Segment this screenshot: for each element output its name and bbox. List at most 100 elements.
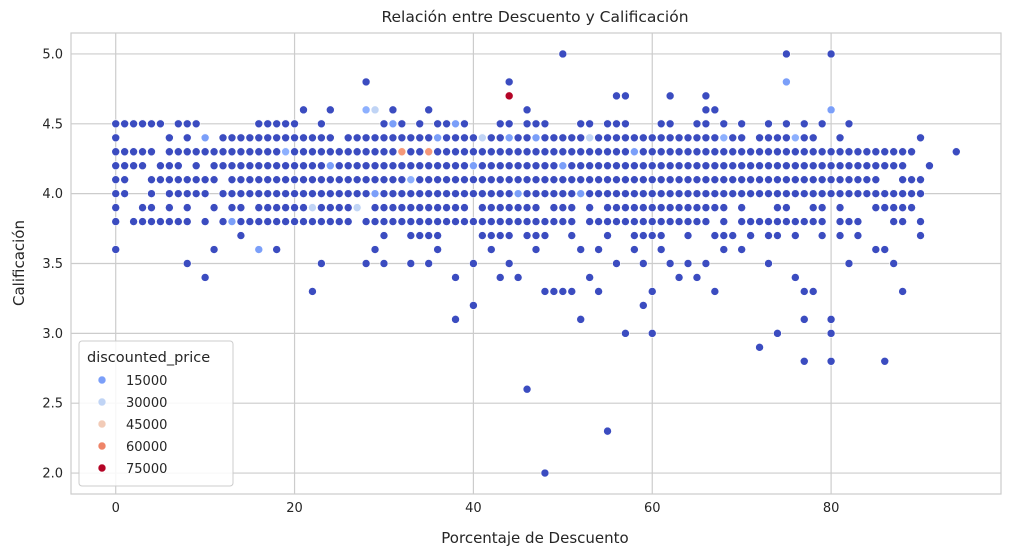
data-point bbox=[379, 217, 389, 226]
x-tick-label: 0 bbox=[112, 501, 120, 516]
y-tick-label: 4.0 bbox=[42, 187, 63, 202]
data-point bbox=[460, 119, 469, 129]
data-point bbox=[621, 217, 630, 226]
data-point bbox=[370, 147, 380, 157]
data-point-highlight bbox=[388, 119, 398, 129]
data-point bbox=[773, 329, 782, 338]
data-point bbox=[388, 133, 398, 143]
data-point bbox=[352, 133, 362, 143]
data-point bbox=[522, 133, 532, 143]
data-point bbox=[406, 189, 416, 198]
data-point bbox=[299, 105, 308, 115]
data-point bbox=[343, 147, 353, 157]
data-point bbox=[674, 217, 684, 226]
data-point bbox=[442, 147, 451, 157]
data-point bbox=[808, 133, 818, 143]
data-point bbox=[585, 175, 594, 184]
data-point bbox=[317, 147, 326, 157]
data-point bbox=[710, 189, 720, 198]
data-point bbox=[442, 203, 451, 212]
data-point bbox=[782, 133, 791, 143]
data-point bbox=[433, 203, 442, 212]
legend-marker bbox=[97, 419, 107, 429]
data-point-highlight bbox=[451, 119, 460, 129]
data-point bbox=[227, 203, 237, 212]
data-point bbox=[263, 147, 273, 157]
data-point bbox=[370, 133, 380, 143]
data-point-highlight bbox=[352, 203, 362, 212]
data-point bbox=[531, 203, 541, 212]
data-point-highlight bbox=[469, 161, 478, 171]
data-point bbox=[379, 203, 389, 212]
data-point bbox=[326, 175, 335, 184]
data-point bbox=[746, 217, 755, 226]
data-point bbox=[737, 203, 746, 212]
data-point bbox=[898, 217, 907, 226]
data-point bbox=[567, 175, 577, 184]
data-point bbox=[585, 189, 594, 198]
data-point bbox=[701, 147, 711, 157]
data-point bbox=[245, 147, 255, 157]
data-point bbox=[478, 147, 487, 157]
data-point bbox=[504, 217, 514, 226]
data-point bbox=[478, 217, 487, 226]
data-point bbox=[424, 231, 433, 240]
data-point bbox=[549, 147, 559, 157]
data-point bbox=[647, 287, 657, 296]
data-point bbox=[317, 175, 326, 184]
data-point bbox=[549, 133, 559, 143]
data-point bbox=[486, 245, 496, 254]
data-point bbox=[808, 287, 818, 296]
data-point bbox=[808, 147, 818, 157]
data-point bbox=[782, 189, 791, 198]
data-point bbox=[397, 217, 407, 226]
data-point bbox=[683, 203, 693, 212]
data-point bbox=[656, 245, 666, 254]
data-point bbox=[558, 175, 568, 184]
data-point bbox=[826, 161, 836, 171]
data-point bbox=[773, 133, 782, 143]
data-point bbox=[326, 133, 335, 143]
data-point bbox=[567, 217, 577, 226]
data-point bbox=[656, 231, 666, 240]
data-point bbox=[594, 161, 603, 171]
data-point bbox=[299, 161, 308, 171]
data-point bbox=[415, 203, 425, 212]
data-point bbox=[504, 119, 514, 129]
data-point bbox=[129, 119, 138, 129]
data-point bbox=[674, 147, 684, 157]
data-point bbox=[272, 175, 281, 184]
data-point bbox=[218, 217, 228, 226]
data-point bbox=[218, 147, 228, 157]
data-point bbox=[245, 133, 255, 143]
data-point bbox=[352, 147, 362, 157]
data-point bbox=[209, 147, 219, 157]
data-point bbox=[379, 147, 389, 157]
data-point bbox=[549, 161, 559, 171]
data-point-highlight bbox=[433, 133, 442, 143]
data-point bbox=[469, 175, 478, 184]
data-point bbox=[182, 175, 192, 184]
data-point bbox=[191, 147, 201, 157]
data-point bbox=[478, 203, 487, 212]
data-point bbox=[290, 189, 299, 198]
data-point bbox=[486, 189, 496, 198]
data-point bbox=[835, 189, 845, 198]
data-point bbox=[397, 119, 407, 129]
data-point bbox=[486, 203, 496, 212]
data-point bbox=[433, 147, 442, 157]
data-point bbox=[737, 217, 746, 226]
data-point bbox=[782, 175, 791, 184]
data-point bbox=[138, 147, 147, 157]
data-point bbox=[630, 231, 639, 240]
data-point bbox=[343, 161, 353, 171]
data-point bbox=[951, 147, 961, 157]
data-point bbox=[165, 203, 174, 212]
data-point bbox=[647, 329, 657, 338]
data-point bbox=[916, 189, 925, 198]
data-point bbox=[165, 217, 174, 226]
data-point bbox=[334, 161, 344, 171]
data-point bbox=[799, 356, 809, 366]
data-point bbox=[334, 189, 344, 198]
data-point bbox=[129, 147, 138, 157]
